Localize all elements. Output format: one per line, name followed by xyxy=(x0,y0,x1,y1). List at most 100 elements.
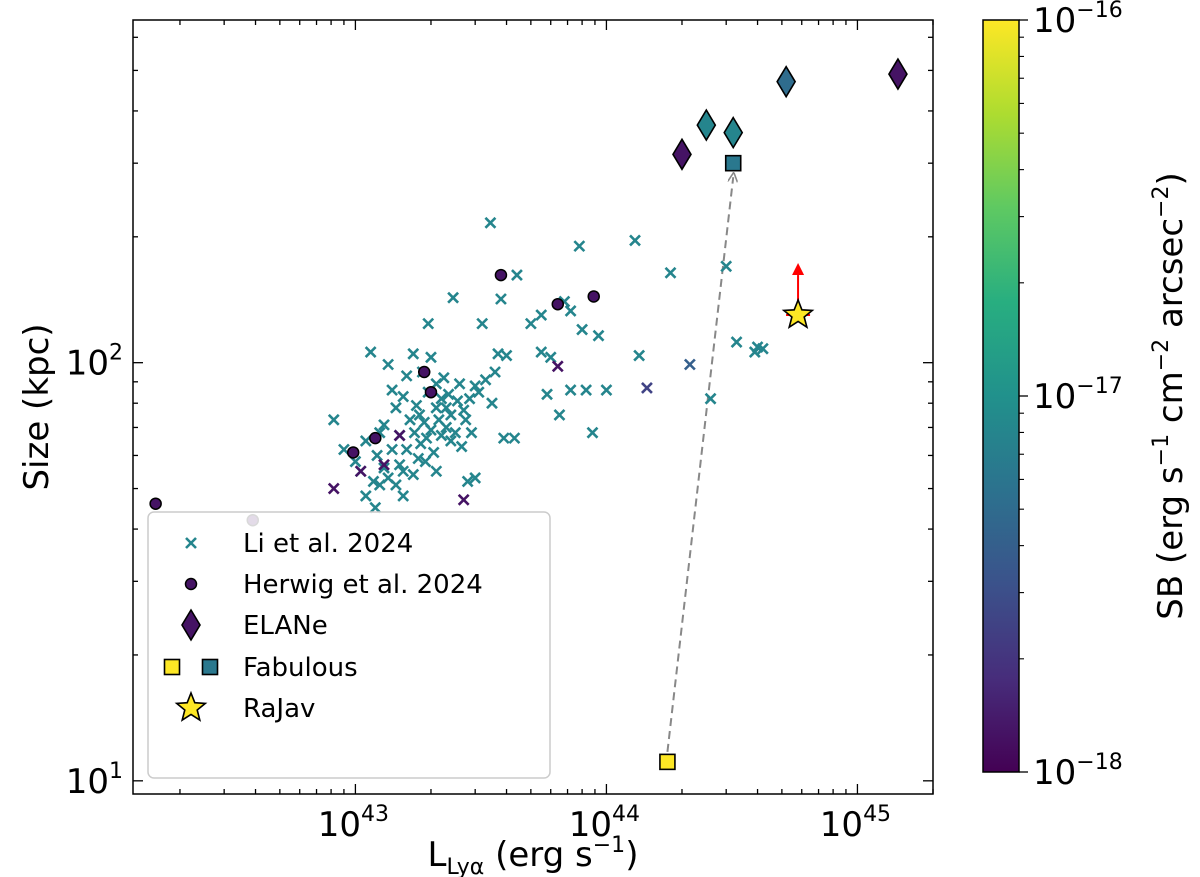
fabulous-arrow xyxy=(666,177,733,752)
li-et-al-2024-point xyxy=(484,216,497,229)
li-et-al-2024-point xyxy=(633,349,646,362)
x-stroke xyxy=(435,392,448,405)
li-et-al-2024-point xyxy=(453,377,466,390)
herwig-et-al-2024-point xyxy=(149,497,162,510)
fabulous-point xyxy=(659,753,676,771)
colorbar-tick-label: 10−16 xyxy=(1033,0,1123,41)
li-et-al-2024-point xyxy=(459,413,472,426)
x-stroke xyxy=(440,401,453,414)
x-stroke xyxy=(459,413,472,426)
li-et-al-2024-point xyxy=(592,329,605,342)
x-stroke xyxy=(576,323,589,336)
li-et-al-2024-point xyxy=(422,317,435,330)
x-stroke xyxy=(378,462,390,474)
li-et-al-2024-point xyxy=(440,421,453,434)
li-et-al-2024-point xyxy=(730,336,743,349)
x-stroke xyxy=(541,388,553,401)
li-et-al-2024-point xyxy=(465,426,478,439)
x-stroke xyxy=(437,371,450,384)
elane-point xyxy=(696,108,717,142)
legend-item: Fabulous xyxy=(163,653,358,683)
x-stroke xyxy=(422,317,435,330)
x-stroke xyxy=(389,401,402,414)
elane-point xyxy=(776,65,797,99)
li-et-al-2024-point xyxy=(404,413,416,426)
x-stroke xyxy=(427,446,440,459)
herwig-et-al-2024-point xyxy=(424,385,438,399)
x-stroke xyxy=(564,304,577,317)
li-et-al-2024-point xyxy=(472,386,485,399)
x-stroke xyxy=(382,472,395,484)
x-stroke xyxy=(451,395,464,407)
x-stroke xyxy=(508,432,521,445)
x-stroke xyxy=(497,432,510,445)
x-stroke xyxy=(469,379,482,392)
li-et-al-2024-point xyxy=(369,501,382,514)
x-stroke xyxy=(469,472,482,484)
x-stroke xyxy=(397,390,410,403)
li-et-al-2024-point xyxy=(407,347,420,360)
li-et-al-2024-point xyxy=(427,446,440,459)
x-stroke xyxy=(393,429,406,442)
li-et-al-2024-point xyxy=(469,379,482,392)
colorbar-tick-label: 10−17 xyxy=(1033,374,1123,417)
x-stroke xyxy=(327,413,340,426)
x-stroke xyxy=(586,426,599,439)
li-et-al-2024-point xyxy=(553,409,566,421)
li-et-al-2024-point xyxy=(720,260,733,273)
legend-label: Li et al. 2024 xyxy=(243,529,413,559)
axes-frame xyxy=(132,19,934,795)
li-et-al-2024-point xyxy=(378,458,390,471)
x-stroke xyxy=(455,440,468,453)
x-stroke xyxy=(432,413,445,426)
y-axis-label: Size (kpc) xyxy=(17,323,57,490)
x-stroke xyxy=(472,386,485,399)
x-stroke xyxy=(535,346,548,359)
li-et-al-2024-point xyxy=(435,392,448,405)
legend-marker-circle xyxy=(184,577,198,591)
x-stroke xyxy=(419,455,432,468)
li-et-al-2024-point xyxy=(641,382,653,394)
x-stroke xyxy=(413,409,426,421)
li-et-al-2024-point xyxy=(412,452,425,465)
x-stroke xyxy=(359,490,372,502)
y-tick-label: 102 xyxy=(66,341,123,384)
x-stroke xyxy=(511,269,523,281)
li-et-al-2024-point xyxy=(364,346,377,359)
legend-item: RaJav xyxy=(174,690,315,724)
li-et-al-2024-point xyxy=(476,317,489,330)
x-stroke xyxy=(664,266,677,279)
li-et-al-2024-point xyxy=(397,490,410,502)
li-et-al-2024-point xyxy=(457,404,470,417)
li-et-al-2024-point xyxy=(451,395,464,407)
li-et-al-2024-point xyxy=(508,432,521,445)
x-stroke xyxy=(486,397,498,410)
li-et-al-2024-point xyxy=(437,371,450,384)
li-et-al-2024-point xyxy=(463,392,476,405)
li-et-al-2024-point xyxy=(435,429,448,442)
x-stroke xyxy=(633,349,646,362)
x-stroke xyxy=(354,465,367,478)
x-stroke xyxy=(440,421,453,434)
x-stroke xyxy=(378,458,390,471)
li-et-al-2024-point xyxy=(495,293,507,305)
x-stroke xyxy=(444,409,457,421)
li-et-al-2024-point xyxy=(327,482,340,495)
x-stroke xyxy=(397,465,410,478)
x-stroke xyxy=(457,404,470,417)
elane-point xyxy=(888,57,908,91)
legend-item: ELANe xyxy=(181,608,328,642)
x-stroke xyxy=(484,216,497,229)
x-stroke xyxy=(720,260,733,273)
herwig-et-al-2024-point xyxy=(346,446,360,459)
li-et-al-2024-point xyxy=(354,465,367,478)
x-stroke xyxy=(756,342,769,355)
li-et-al-2024-point xyxy=(442,388,455,401)
li-et-al-2024-point xyxy=(389,479,402,491)
x-stroke xyxy=(389,479,402,491)
x-stroke xyxy=(404,413,416,426)
x-stroke xyxy=(338,443,350,456)
li-et-al-2024-point xyxy=(393,429,406,442)
li-et-al-2024-point xyxy=(500,349,513,362)
x-stroke xyxy=(751,341,764,353)
